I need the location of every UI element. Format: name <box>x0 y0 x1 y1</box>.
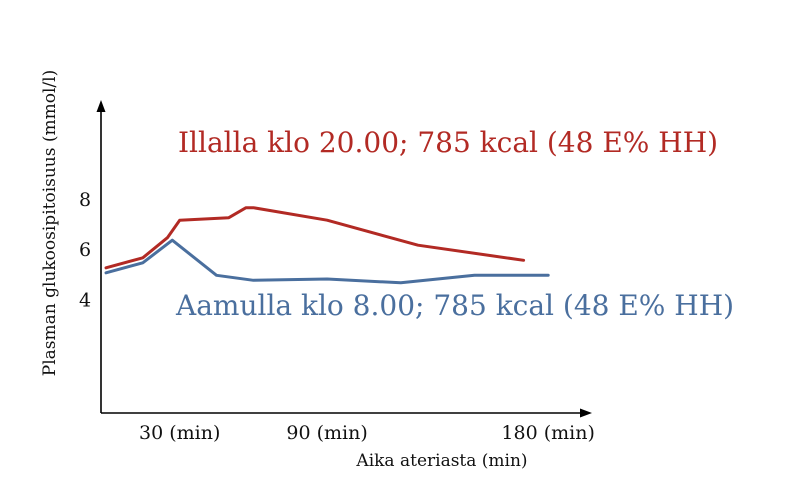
x-tick-label: 180 (min) <box>501 422 594 444</box>
y-axis-arrow <box>96 100 106 112</box>
y-axis-title: Plasman glukoosipitoisuus (mmol/l) <box>40 70 60 376</box>
axes <box>96 100 592 418</box>
x-axis-arrow <box>580 408 592 418</box>
series-line-evening <box>104 206 526 270</box>
series-line-morning <box>104 238 550 285</box>
y-tick-label: 4 <box>79 289 91 311</box>
x-ticks: 30 (min) 90 (min) 180 (min) <box>139 422 595 444</box>
x-axis-title: Aika ateriasta (min) <box>355 451 527 471</box>
x-tick-label: 30 (min) <box>139 422 220 444</box>
series-label-morning: Aamulla klo 8.00; 785 kcal (48 E% HH) <box>175 289 734 322</box>
y-tick-label: 8 <box>79 189 91 211</box>
y-tick-label: 6 <box>79 239 91 261</box>
series-label-evening: Illalla klo 20.00; 785 kcal (48 E% HH) <box>178 126 718 159</box>
y-ticks: 4 6 8 <box>79 189 91 311</box>
x-tick-label: 90 (min) <box>286 422 367 444</box>
series-lines <box>104 206 550 285</box>
